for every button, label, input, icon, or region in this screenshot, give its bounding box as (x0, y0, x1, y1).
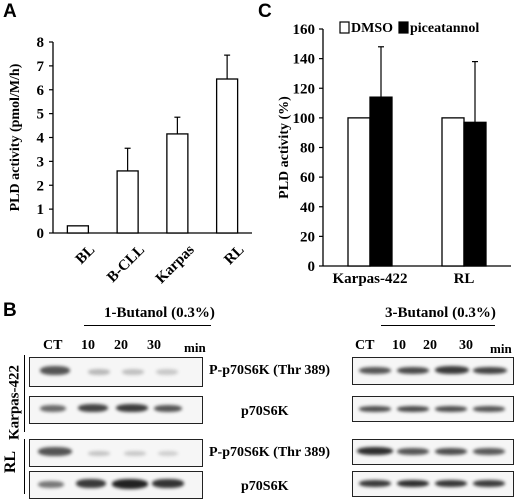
blot-right-row4 (352, 471, 514, 497)
y-tick-label: 0 (37, 226, 45, 242)
lane-label-30-left: 30 (147, 338, 161, 353)
y-tick-label: 5 (37, 107, 45, 123)
lane-label-30-right: 30 (459, 338, 473, 353)
right-header-bracket (381, 325, 495, 326)
lane-label-20-right: 20 (423, 338, 437, 353)
time-unit-right: min (490, 341, 512, 356)
bar-piceatannol-1 (463, 121, 487, 267)
lane-label-10-left: 10 (81, 338, 95, 353)
lane-label-20-left: 20 (114, 338, 128, 353)
x-tick-label: RL (221, 242, 247, 268)
y-tick-label: 160 (293, 22, 316, 38)
y-axis-label: PLD activity (pmol/M/h) (8, 63, 23, 211)
lane-label-ct-left: CT (43, 338, 63, 353)
lane-label-10-right: 10 (392, 338, 406, 353)
lane-label-ct-right: CT (355, 338, 375, 353)
x-tick-label: B-CLL (104, 242, 148, 286)
x-tick-label: Karpas (153, 242, 198, 287)
blot-right-row2 (352, 396, 514, 422)
panel-label-b: B (3, 300, 17, 321)
y-tick-label: 60 (300, 170, 315, 186)
y-tick-label: 7 (37, 59, 45, 75)
blot-label-total-karpas: p70S6K (241, 404, 289, 419)
x-tick-label: BL (73, 242, 98, 267)
blot-left-row4 (29, 471, 203, 499)
time-unit-left: min (184, 340, 206, 355)
bar-dmso-1 (441, 117, 465, 267)
y-tick-label: 20 (300, 229, 315, 245)
y-tick-label: 2 (37, 178, 45, 194)
y-tick-label: 6 (37, 83, 45, 99)
legend-swatch-piceatannol (398, 21, 409, 34)
bar-b-cll (116, 170, 139, 234)
y-axis-label: PLD activity (%) (277, 96, 292, 199)
bar-piceatannol-0 (369, 96, 393, 267)
cell-line-label-rl: RL (2, 450, 19, 474)
legend-label-piceatannol: piceatannol (410, 21, 479, 36)
blot-left-row2 (29, 396, 203, 424)
blot-label-phospho-karpas: P-p70S6K (Thr 389) (209, 363, 331, 378)
y-tick-label: 140 (293, 52, 316, 68)
y-tick-label: 100 (293, 111, 316, 127)
blot-label-phospho-rl: P-p70S6K (Thr 389) (209, 445, 331, 460)
y-tick-label: 8 (37, 35, 45, 51)
y-tick-label: 3 (37, 154, 45, 170)
x-tick-label: Karpas-422 (333, 271, 408, 287)
bar-bl (66, 225, 90, 234)
blot-right-row1 (352, 357, 514, 385)
panel-label-a: A (3, 1, 17, 22)
cell-line-label-karpas: Karpas-422 (6, 365, 23, 440)
y-tick-label: 120 (293, 81, 316, 97)
y-tick-label: 0 (308, 259, 316, 275)
blot-right-row3 (352, 439, 514, 465)
left-header-bracket (84, 325, 211, 326)
cell-line-bracket-rl (24, 439, 25, 494)
legend-label-dmso: DMSO (351, 21, 393, 36)
bar-karpas (166, 133, 189, 234)
blot-left-row1 (29, 357, 203, 387)
left-treatment-header: 1-Butanol (0.3%) (104, 305, 215, 321)
y-tick-label: 80 (300, 141, 315, 157)
x-tick-label: RL (454, 271, 475, 287)
blot-left-row3 (29, 439, 203, 467)
bar-rl (215, 78, 239, 234)
cell-line-bracket-karpas (24, 355, 25, 432)
y-tick-label: 4 (37, 131, 45, 147)
y-tick-label: 40 (300, 200, 315, 216)
bar-dmso-0 (347, 117, 371, 267)
panel-label-c: C (258, 1, 272, 22)
legend-swatch-dmso (339, 21, 350, 34)
right-treatment-header: 3-Butanol (0.3%) (385, 305, 496, 321)
y-tick-label: 1 (37, 202, 45, 218)
blot-label-total-rl: p70S6K (241, 479, 289, 494)
